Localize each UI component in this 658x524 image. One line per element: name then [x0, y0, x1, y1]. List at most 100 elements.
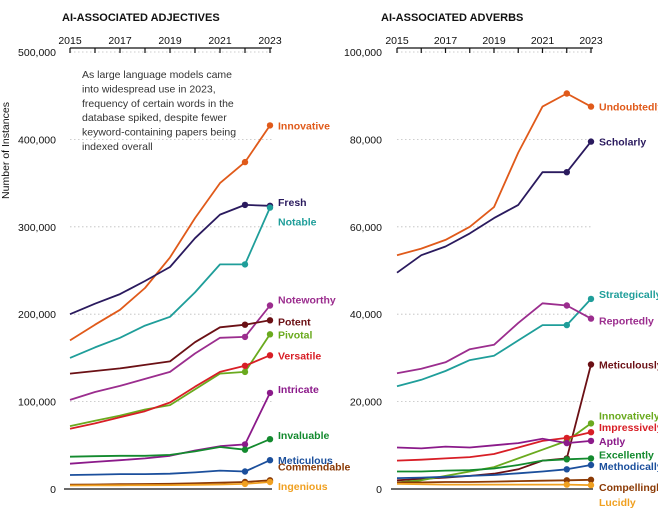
y-tick-label: 40,000 [350, 309, 382, 321]
data-point [563, 169, 570, 176]
series-line [69, 354, 271, 430]
series-line [396, 482, 592, 486]
data-point [587, 295, 595, 303]
data-point [266, 352, 274, 359]
data-point [241, 321, 249, 328]
series-scholarly: Scholarly [396, 137, 646, 274]
data-point [587, 481, 595, 489]
data-point [266, 478, 274, 486]
series-fresh: Fresh [69, 197, 307, 316]
series-label: Methodically [599, 461, 658, 473]
data-point [563, 456, 570, 463]
data-point [266, 331, 274, 338]
data-point [587, 361, 595, 368]
data-point [241, 201, 249, 209]
series-label: Pivotal [278, 329, 313, 341]
data-point [587, 429, 595, 436]
series-label: Invaluable [278, 430, 330, 442]
data-point [587, 476, 595, 483]
data-point [266, 436, 274, 443]
data-point [587, 103, 595, 110]
series-line [69, 207, 271, 359]
x-tick-label: 2017 [108, 35, 132, 47]
x-tick-label: 2023 [258, 35, 282, 47]
series-line [396, 92, 592, 257]
series-potent: Potent [69, 316, 311, 375]
series-line [69, 459, 271, 476]
data-point [241, 333, 249, 341]
panel-adverbs: AI-ASSOCIATED ADVERBS 0 20,000 40,000 60,000… [344, 12, 658, 509]
series-lucidly: Lucidly [396, 481, 636, 509]
series-line [69, 333, 271, 427]
data-point [266, 204, 274, 211]
series-undoubtedly: Undoubtedly [396, 90, 658, 257]
x-tick-label: 2021 [208, 35, 232, 47]
data-point [241, 362, 249, 369]
data-point [241, 446, 249, 453]
data-point [266, 389, 274, 397]
series-line [396, 422, 592, 484]
series-versatile: Versatile [69, 350, 321, 430]
y-tick-label: 400,000 [18, 134, 56, 146]
series-label: Fresh [278, 197, 307, 209]
x-tick-label: 2019 [158, 35, 182, 47]
x-tick-label: 2017 [434, 35, 458, 47]
series-excellently: Excellently [397, 449, 654, 473]
x-tick-label: 2023 [579, 35, 603, 47]
x-tick-label: 2015 [385, 35, 409, 47]
data-point [241, 158, 249, 166]
series-line [396, 431, 592, 462]
series-label: Notable [278, 217, 317, 229]
series-label: Scholarly [599, 137, 646, 149]
series-line [69, 319, 271, 375]
series-line [69, 392, 271, 465]
series-line [396, 141, 592, 274]
data-point [563, 302, 570, 309]
panel-adjectives: AI-ASSOCIATED ADJECTIVES 0 100,000 200,000 3… [0, 12, 351, 496]
series-invaluable: Invaluable [69, 430, 330, 458]
data-point [563, 321, 570, 329]
y-tick-label: 100,000 [344, 47, 382, 59]
series-line [69, 479, 271, 486]
series-impressively: Impressively [396, 422, 658, 462]
data-point [266, 317, 274, 324]
x-tick-label: 2021 [531, 35, 555, 47]
series-strategically: Strategically [396, 289, 658, 388]
series-reportedly: Reportedly [396, 302, 654, 375]
data-point [266, 457, 274, 464]
y-tick-label: 0 [50, 484, 56, 496]
series-label: Ingenious [278, 481, 328, 493]
series-label: Meticulously [599, 359, 658, 371]
series-ingenious: Ingenious [69, 478, 328, 493]
y-axis-title: Number of Instances [0, 102, 12, 199]
series-line [69, 124, 271, 342]
series-label: Intricate [278, 384, 319, 396]
y-tick-label: 300,000 [18, 222, 56, 234]
series-noteworthy: Noteworthy [69, 294, 336, 401]
panel-title: AI-ASSOCIATED ADVERBS [381, 12, 523, 24]
data-point [266, 122, 274, 129]
series-label: Aptly [599, 436, 625, 448]
series-label: Lucidly [599, 497, 636, 509]
data-point [241, 261, 249, 268]
series-label: Noteworthy [278, 294, 336, 306]
y-tick-label: 0 [376, 484, 382, 496]
series-label: Undoubtedly [599, 102, 658, 114]
series-label: Commendable [278, 461, 351, 473]
y-tick-label: 500,000 [18, 47, 56, 59]
series-label: Excellently [599, 449, 654, 461]
data-point [587, 138, 595, 145]
data-point [587, 420, 595, 427]
annotation-note: As large language models came into widesp… [82, 69, 236, 153]
data-point [563, 434, 570, 442]
data-point [587, 455, 595, 462]
series-label: Innovatively [599, 410, 658, 422]
series-label: Impressively [599, 422, 658, 434]
series-label: Versatile [278, 350, 321, 362]
data-point [587, 437, 595, 445]
data-point [563, 90, 570, 97]
data-point [266, 302, 274, 309]
data-point [587, 315, 595, 322]
series-label: Reportedly [599, 316, 654, 328]
